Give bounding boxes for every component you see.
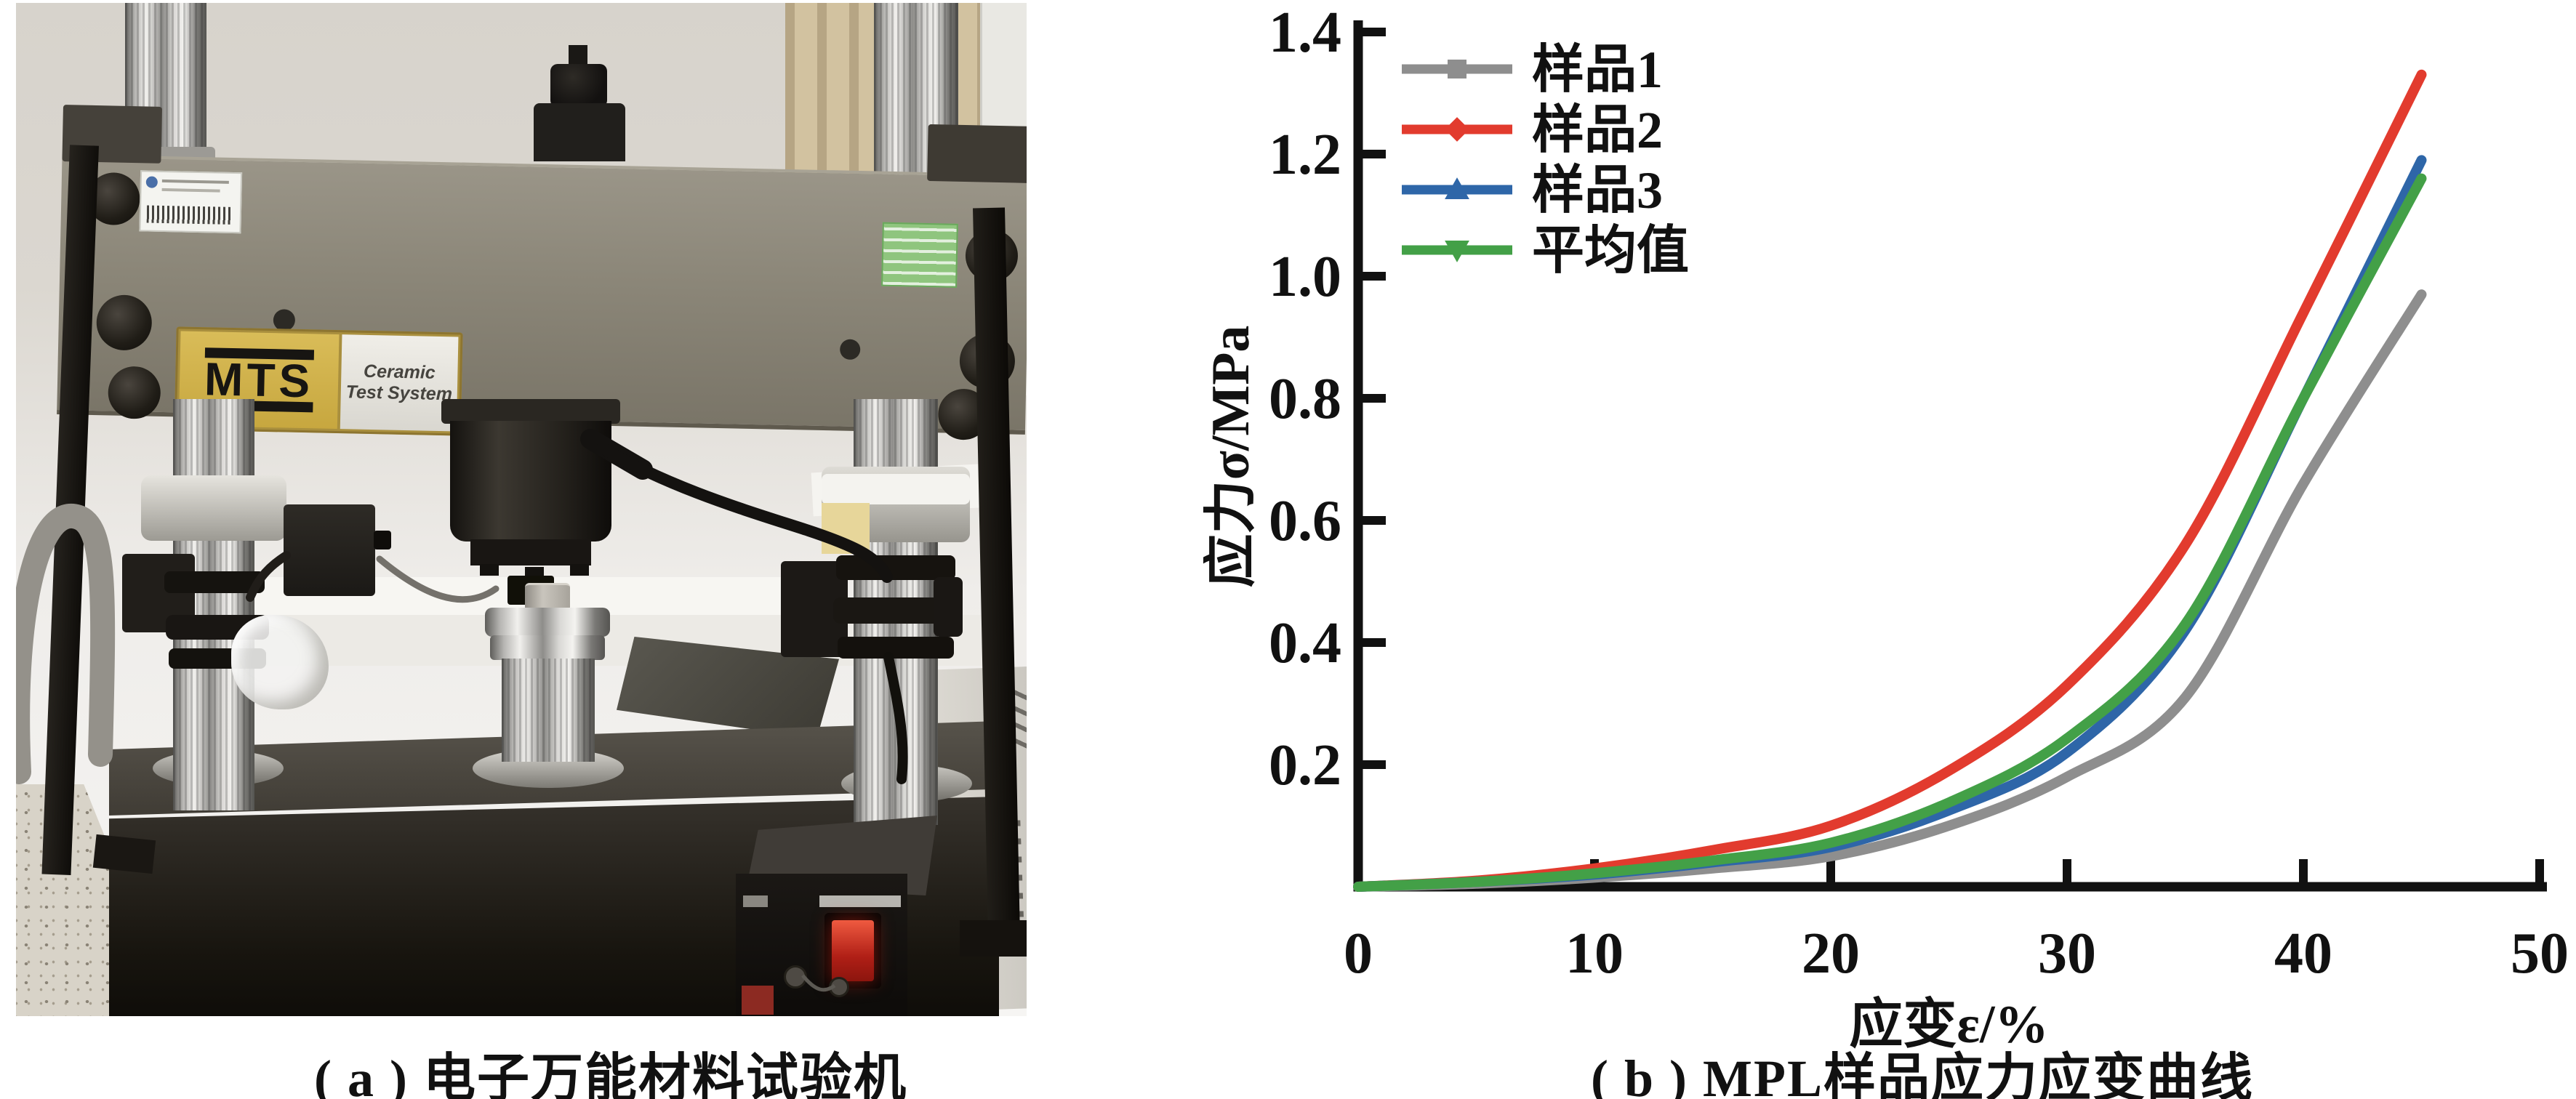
x-axis-title: 应变ε/% <box>1849 995 2048 1055</box>
sticker-text-line <box>161 188 220 193</box>
y-tick-label: 1.0 <box>1269 245 1341 309</box>
white-sticker <box>139 170 243 234</box>
crossbeam-corner-right <box>927 124 1027 183</box>
x-tick-label: 30 <box>2038 922 2096 986</box>
y-tick-label: 1.2 <box>1269 123 1341 187</box>
load-cell-tab <box>570 564 589 576</box>
junction-box <box>284 504 375 596</box>
label-line-2: Test System <box>345 382 453 405</box>
x-tick-label: 20 <box>1802 922 1860 986</box>
y-tick-label: 0.8 <box>1269 367 1341 431</box>
right-column-yellow-sticker <box>822 503 870 554</box>
sticker-logo-dot <box>145 176 158 188</box>
top-actuator-knob <box>550 64 607 108</box>
x-tick-label: 10 <box>1565 922 1624 986</box>
legend-label-sample2: 样品2 <box>1532 101 1663 159</box>
frame-rail-left-foot <box>92 834 156 874</box>
power-switch-red <box>832 920 874 981</box>
right-clamp-lever <box>934 577 963 637</box>
legend-label-sample3: 样品3 <box>1532 161 1663 220</box>
mts-brand-text: MTS <box>204 352 314 407</box>
platen-flange <box>485 608 610 637</box>
y-tick-label: 1.4 <box>1269 1 1341 65</box>
controller-small-label <box>743 895 768 907</box>
series-line-average <box>1353 173 2427 892</box>
legend-item-average: 平均值 <box>1402 222 1689 280</box>
legend-marker-sample1 <box>1448 60 1466 78</box>
legend-marker-sample3 <box>1445 177 1469 199</box>
frame-rail-right-foot <box>960 920 1027 957</box>
stress-strain-chart: 0.2 0.4 0.6 0.8 1.0 1.2 1.4 0 10 20 30 40 50 应力σ/MPa 应… <box>1203 1 2569 1055</box>
test-specimen <box>525 583 570 611</box>
platen-ring <box>490 635 605 660</box>
junction-box-connector <box>374 531 391 550</box>
y-tick-label: 0.2 <box>1269 733 1341 797</box>
y-tick-label: 0.4 <box>1269 611 1341 675</box>
top-actuator-cylinder <box>534 103 625 161</box>
left-column-clamp-flange <box>141 475 286 541</box>
green-sticker <box>881 222 958 288</box>
plastic-bag <box>231 615 329 709</box>
legend-label-sample1: 样品1 <box>1532 41 1663 99</box>
caption-panel-b: ( b ) MPL样品应力应变曲线 <box>1591 1050 2254 1099</box>
y-axis-title: 应力σ/MPa <box>1203 326 1261 588</box>
legend-item-sample2: 样品2 <box>1402 101 1663 159</box>
load-cell-lip <box>441 399 620 424</box>
legend-marker-sample2 <box>1445 117 1469 142</box>
legend-item-sample1: 样品1 <box>1402 41 1663 99</box>
sticker-barcode <box>146 205 232 225</box>
x-tick-label: 40 <box>2274 922 2332 986</box>
load-cell-body <box>450 421 611 542</box>
platen-post <box>502 659 595 762</box>
legend-label-average: 平均值 <box>1532 222 1689 280</box>
series-line-sample3 <box>1353 155 2427 892</box>
legend-marker-average <box>1445 241 1469 262</box>
photo-panel-testing-machine: MTS Ceramic Test System <box>16 3 1027 1016</box>
right-column-strap <box>836 555 955 580</box>
x-tick-label: 50 <box>2511 922 2569 986</box>
right-column-white-tape <box>822 474 970 504</box>
left-column-strap <box>164 571 265 593</box>
right-column-strap <box>838 637 954 659</box>
y-tick-label: 0.6 <box>1269 489 1341 553</box>
sticker-text-line <box>161 179 229 184</box>
load-cell-step <box>470 539 591 565</box>
legend-item-sample3: 样品3 <box>1402 161 1663 220</box>
x-tick-label: 0 <box>1344 922 1373 986</box>
controller-red-label <box>742 986 774 1015</box>
controller-knob <box>784 965 807 989</box>
label-line-1: Ceramic <box>363 361 436 384</box>
caption-panel-a: ( a ) 电子万能材料试验机 <box>314 1050 907 1099</box>
load-cell-tab <box>480 564 499 576</box>
controller-text-strip <box>819 895 901 907</box>
controller-knob <box>829 977 849 997</box>
